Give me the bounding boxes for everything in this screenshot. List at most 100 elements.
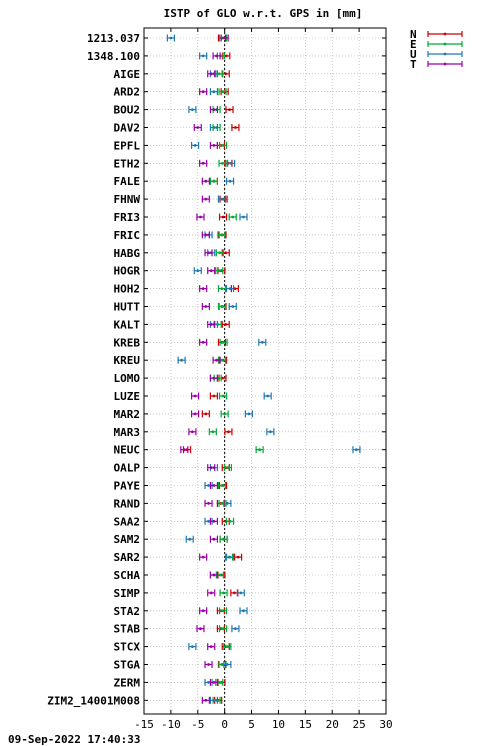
x-tick-label: -10 (161, 718, 181, 731)
data-point-u (228, 303, 237, 310)
data-point-e (217, 482, 227, 489)
data-point-u (266, 428, 275, 436)
station-label: SAA2 (114, 515, 141, 528)
station-label: STGA (114, 659, 141, 672)
station-label: MAR3 (114, 426, 141, 439)
data-point-u (239, 213, 248, 221)
data-point-u (225, 177, 235, 185)
station-label: 1213.037 (87, 32, 140, 45)
legend-item-e: E (410, 38, 463, 51)
x-tick-label: -15 (134, 718, 154, 731)
station-label: LUZE (114, 390, 141, 403)
data-point-n (234, 553, 243, 561)
data-point-e (228, 213, 237, 221)
data-point-e (219, 338, 228, 346)
data-point-t (201, 177, 210, 185)
station-label: ZIM2_14001M008 (47, 694, 140, 707)
station-label: DAV2 (114, 122, 141, 135)
data-point-t (190, 392, 200, 400)
data-point-u (236, 589, 245, 597)
data-point-t (209, 482, 219, 489)
station-label: STA2 (114, 605, 141, 618)
data-point-n (231, 124, 240, 131)
data-point-t (180, 446, 189, 454)
x-tick-label: 10 (272, 718, 285, 731)
station-label: RAND (114, 497, 141, 510)
data-point-e (218, 159, 227, 167)
data-point-t (207, 643, 216, 651)
data-point-t (212, 52, 221, 60)
data-point-t (196, 625, 205, 633)
data-point-t (209, 571, 219, 579)
data-point-t (199, 607, 208, 615)
station-label: AIGE (114, 68, 141, 81)
station-label: SAR2 (114, 551, 141, 564)
data-point-u (185, 535, 194, 543)
station-label: BOU2 (114, 104, 141, 117)
data-point-e (215, 249, 224, 257)
data-point-e (217, 303, 227, 310)
data-point-u (209, 88, 219, 96)
data-point-t (212, 356, 221, 364)
data-point-e (219, 535, 228, 543)
data-point-e (225, 517, 235, 525)
data-point-t (190, 410, 200, 418)
station-label: FRI3 (114, 211, 141, 224)
station-label: FALE (114, 175, 141, 188)
x-tick-label: 25 (352, 718, 365, 731)
data-point-t (209, 517, 219, 525)
data-point-u (223, 499, 232, 507)
legend-label: T (410, 58, 417, 71)
data-point-e (217, 231, 226, 239)
timestamp: 09-Sep-2022 17:40:33 (8, 733, 140, 746)
data-point-e (217, 285, 227, 293)
data-point-t (209, 374, 219, 382)
data-point-n (201, 410, 210, 418)
station-label: KREB (114, 336, 141, 349)
data-point-u (225, 553, 235, 561)
data-point-e (209, 177, 219, 185)
station-label: SIMP (114, 587, 141, 600)
station-label: EPFL (114, 139, 141, 152)
station-label: FRIC (114, 229, 141, 242)
x-tick-label: 15 (299, 718, 312, 731)
data-point-e (218, 607, 228, 615)
data-point-t (209, 678, 219, 686)
station-label: STAB (114, 623, 141, 636)
station-label: STCX (114, 641, 141, 654)
data-point-t (220, 34, 229, 42)
data-point-t (207, 320, 216, 328)
data-point-t (209, 106, 219, 114)
data-point-u (166, 34, 175, 42)
data-point-u (209, 124, 219, 131)
data-point-t (204, 661, 213, 668)
data-point-e (218, 88, 227, 96)
data-point-u (177, 356, 186, 364)
data-point-e (218, 141, 228, 149)
station-label: PAYE (114, 480, 141, 493)
station-label: KALT (114, 318, 141, 331)
x-tick-label: -5 (191, 718, 204, 731)
station-label: KREU (114, 354, 141, 367)
data-point-u (225, 285, 235, 293)
data-point-e (218, 392, 228, 400)
data-point-u (244, 410, 253, 418)
station-label: HABG (114, 247, 141, 260)
station-label: ARD2 (114, 86, 141, 99)
data-point-u (199, 52, 208, 60)
x-tick-label: 20 (326, 718, 339, 731)
data-point-e (219, 589, 228, 597)
station-label: SAM2 (114, 533, 141, 546)
data-point-u (223, 661, 232, 668)
data-point-t (199, 338, 208, 346)
data-point-t (207, 267, 216, 275)
station-label: 1348.100 (87, 50, 140, 63)
x-axis: -15 -10 -5 0 5 10 15 20 25 30 (134, 28, 393, 731)
data-point-t (193, 124, 202, 131)
data-point-t (199, 553, 208, 561)
plot-frame (143, 27, 387, 715)
legend-item-u: U (410, 48, 463, 61)
data-point-u (227, 159, 236, 167)
data-point-t (201, 231, 210, 239)
